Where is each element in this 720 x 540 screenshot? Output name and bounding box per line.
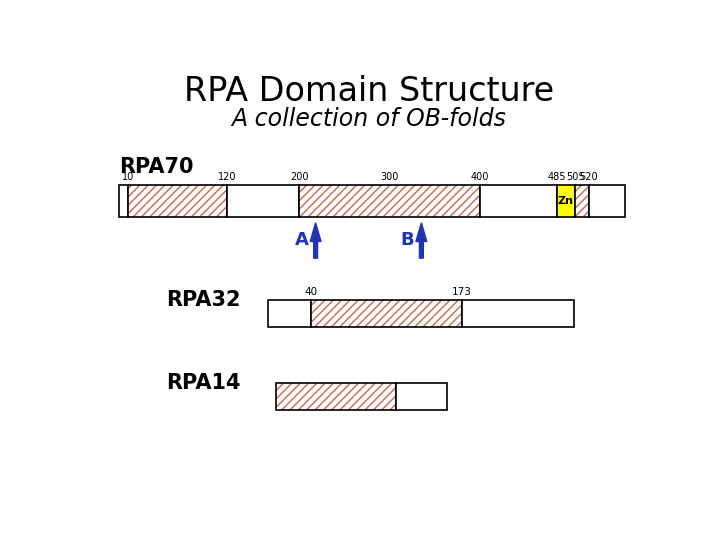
- Text: RPA Domain Structure: RPA Domain Structure: [184, 75, 554, 109]
- Text: 520: 520: [580, 172, 598, 183]
- Text: 173: 173: [452, 287, 472, 297]
- Bar: [575, 185, 588, 217]
- Text: RPA70: RPA70: [120, 157, 194, 177]
- Bar: [311, 300, 462, 327]
- Bar: [127, 185, 227, 217]
- Text: 300: 300: [381, 172, 399, 183]
- Bar: [300, 185, 480, 217]
- Text: B: B: [401, 232, 415, 249]
- Text: 40: 40: [305, 287, 318, 297]
- Bar: [276, 383, 396, 410]
- Bar: [300, 185, 480, 217]
- Text: 505: 505: [566, 172, 585, 183]
- Bar: [575, 185, 588, 217]
- Bar: [127, 185, 227, 217]
- Text: RPA14: RPA14: [166, 373, 241, 393]
- Text: 200: 200: [290, 172, 309, 183]
- Text: RPA32: RPA32: [166, 290, 241, 310]
- Bar: [120, 185, 127, 217]
- Bar: [276, 383, 396, 410]
- Bar: [480, 185, 557, 217]
- Text: 400: 400: [471, 172, 490, 183]
- Text: 485: 485: [548, 172, 566, 183]
- Polygon shape: [416, 223, 427, 258]
- Bar: [462, 300, 575, 327]
- Text: A: A: [294, 232, 309, 249]
- Bar: [227, 185, 300, 217]
- Text: Zn: Zn: [558, 196, 574, 206]
- Bar: [396, 383, 446, 410]
- Text: 10: 10: [122, 172, 134, 183]
- Polygon shape: [310, 223, 321, 258]
- Text: A collection of OB-folds: A collection of OB-folds: [232, 107, 506, 131]
- Bar: [269, 300, 311, 327]
- Bar: [588, 185, 625, 217]
- Bar: [311, 300, 462, 327]
- Text: 120: 120: [217, 172, 236, 183]
- Bar: [557, 185, 575, 217]
